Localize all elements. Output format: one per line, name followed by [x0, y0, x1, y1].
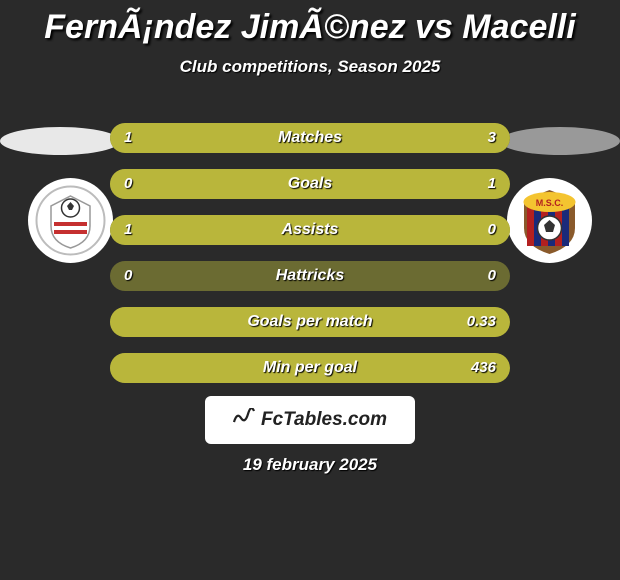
stat-row: 0.33Goals per match	[110, 307, 510, 337]
stat-label: Goals per match	[110, 307, 510, 337]
stat-bars: 13Matches 01Goals 10Assists 00Hattricks 0.33…	[110, 123, 510, 399]
chart-icon	[233, 408, 255, 432]
stat-label: Hattricks	[110, 261, 510, 291]
fctables-logo[interactable]: FcTables.com	[205, 396, 415, 444]
stat-row: 10Assists	[110, 215, 510, 245]
stat-label: Assists	[110, 215, 510, 245]
stat-label: Matches	[110, 123, 510, 153]
shield-icon: M.S.C.	[507, 178, 592, 263]
stat-label: Min per goal	[110, 353, 510, 383]
shield-icon	[28, 178, 113, 263]
stat-row: 436Min per goal	[110, 353, 510, 383]
player-left-oval	[0, 127, 120, 155]
subtitle: Club competitions, Season 2025	[0, 57, 620, 77]
page-title: FernÃ¡ndez JimÃ©nez vs Macelli	[0, 0, 620, 47]
stat-row: 00Hattricks	[110, 261, 510, 291]
stat-row: 13Matches	[110, 123, 510, 153]
club-badge-left	[28, 178, 113, 263]
logo-text: FcTables.com	[261, 409, 387, 431]
svg-text:M.S.C.: M.S.C.	[536, 198, 564, 208]
club-badge-right: M.S.C.	[507, 178, 592, 263]
stat-label: Goals	[110, 169, 510, 199]
date-label: 19 february 2025	[0, 455, 620, 475]
stat-row: 01Goals	[110, 169, 510, 199]
player-right-oval	[500, 127, 620, 155]
